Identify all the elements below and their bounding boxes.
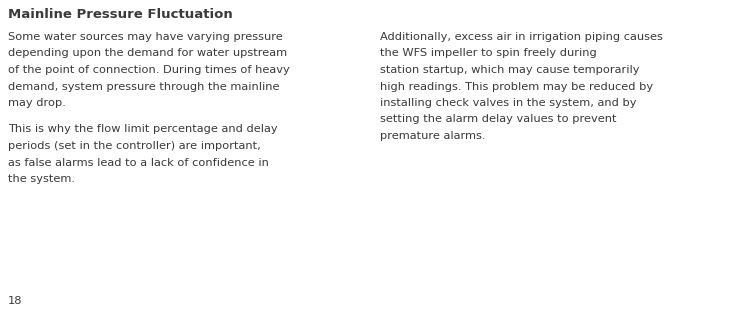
Text: Additionally, excess air in irrigation piping causes: Additionally, excess air in irrigation p… [380, 32, 663, 42]
Text: Some water sources may have varying pressure: Some water sources may have varying pres… [8, 32, 283, 42]
Text: station startup, which may cause temporarily: station startup, which may cause tempora… [380, 65, 639, 75]
Text: may drop.: may drop. [8, 98, 66, 108]
Text: This is why the flow limit percentage and delay: This is why the flow limit percentage an… [8, 124, 278, 134]
Text: demand, system pressure through the mainline: demand, system pressure through the main… [8, 82, 280, 91]
Text: the WFS impeller to spin freely during: the WFS impeller to spin freely during [380, 48, 597, 58]
Text: Mainline Pressure Fluctuation: Mainline Pressure Fluctuation [8, 8, 233, 21]
Text: high readings. This problem may be reduced by: high readings. This problem may be reduc… [380, 82, 653, 91]
Text: setting the alarm delay values to prevent: setting the alarm delay values to preven… [380, 115, 616, 124]
Text: of the point of connection. During times of heavy: of the point of connection. During times… [8, 65, 289, 75]
Text: periods (set in the controller) are important,: periods (set in the controller) are impo… [8, 141, 261, 151]
Text: as false alarms lead to a lack of confidence in: as false alarms lead to a lack of confid… [8, 158, 269, 167]
Text: 18: 18 [8, 296, 22, 306]
Text: depending upon the demand for water upstream: depending upon the demand for water upst… [8, 48, 287, 58]
Text: the system.: the system. [8, 174, 75, 184]
Text: premature alarms.: premature alarms. [380, 131, 486, 141]
Text: installing check valves in the system, and by: installing check valves in the system, a… [380, 98, 636, 108]
